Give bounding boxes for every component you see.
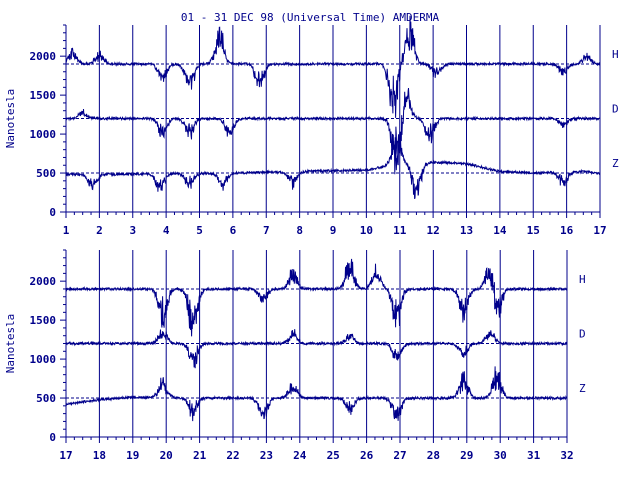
x-tick-label: 9 (330, 224, 337, 237)
x-tick-label: 21 (193, 449, 207, 462)
series-label-H: H (579, 273, 586, 286)
y-tick-label: 1000 (30, 128, 57, 141)
x-tick-label: 12 (427, 224, 440, 237)
y-tick-label: 500 (36, 392, 56, 405)
series-line-Z (65, 366, 568, 422)
series-label-Z: Z (612, 157, 619, 170)
top-panel: 1 2 3 4 5 6 7 8 9 10 11 12 13 14 15 16 17050010001500200… (4, 15, 619, 237)
series-label-H: H (612, 48, 619, 61)
x-tick-label: 2 (96, 224, 103, 237)
series-label-Z: Z (579, 382, 586, 395)
x-tick-label: 31 (527, 449, 541, 462)
x-tick-label: 26 (360, 449, 374, 462)
series-line-Z (65, 126, 601, 200)
chart-title: 01 - 31 DEC 98 (Universal Time) AMDERMA (181, 11, 440, 24)
x-tick-label: 10 (360, 224, 373, 237)
x-tick-label: 14 (493, 224, 507, 237)
y-tick-label: 2000 (30, 50, 57, 63)
x-tick-label: 32 (560, 449, 573, 462)
x-tick-label: 24 (293, 449, 307, 462)
x-tick-label: 28 (427, 449, 440, 462)
x-tick-label: 29 (460, 449, 473, 462)
series-line-D (65, 87, 601, 175)
series-label-D: D (612, 103, 619, 116)
x-tick-label: 17 (593, 224, 606, 237)
x-tick-label: 5 (196, 224, 203, 237)
x-tick-label: 7 (263, 224, 270, 237)
x-tick-label: 30 (494, 449, 507, 462)
x-tick-label: 15 (527, 224, 540, 237)
x-tick-label: 25 (327, 449, 340, 462)
y-tick-label: 0 (49, 431, 56, 444)
x-tick-label: 16 (560, 224, 574, 237)
x-tick-label: 13 (460, 224, 473, 237)
x-tick-label: 18 (93, 449, 106, 462)
x-tick-label: 27 (393, 449, 406, 462)
x-tick-label: 4 (163, 224, 170, 237)
y-tick-label: 1000 (30, 353, 57, 366)
x-tick-label: 17 (59, 449, 72, 462)
x-tick-label: 11 (393, 224, 407, 237)
y-axis-label: Nanotesla (4, 89, 17, 149)
y-tick-label: 0 (49, 206, 56, 219)
y-tick-label: 1500 (30, 89, 57, 102)
x-tick-label: 22 (226, 449, 239, 462)
series-line-D (65, 329, 568, 369)
x-tick-label: 6 (230, 224, 237, 237)
y-tick-label: 1500 (30, 314, 57, 327)
y-tick-label: 500 (36, 167, 56, 180)
x-tick-label: 1 (63, 224, 70, 237)
x-tick-label: 20 (160, 449, 173, 462)
series-line-H (65, 258, 568, 337)
x-tick-label: 19 (126, 449, 139, 462)
x-tick-label: 23 (260, 449, 273, 462)
bottom-panel: 17 18 19 20 21 22 23 24 25 26 27 28 29 30 31 32 0 500 1000… (4, 249, 586, 462)
x-tick-label: 8 (296, 224, 303, 237)
series-label-D: D (579, 328, 586, 341)
y-axis-label: Nanotesla (4, 314, 17, 374)
y-tick-label: 2000 (30, 275, 57, 288)
series-line-H (65, 15, 601, 118)
x-tick-label: 3 (129, 224, 136, 237)
